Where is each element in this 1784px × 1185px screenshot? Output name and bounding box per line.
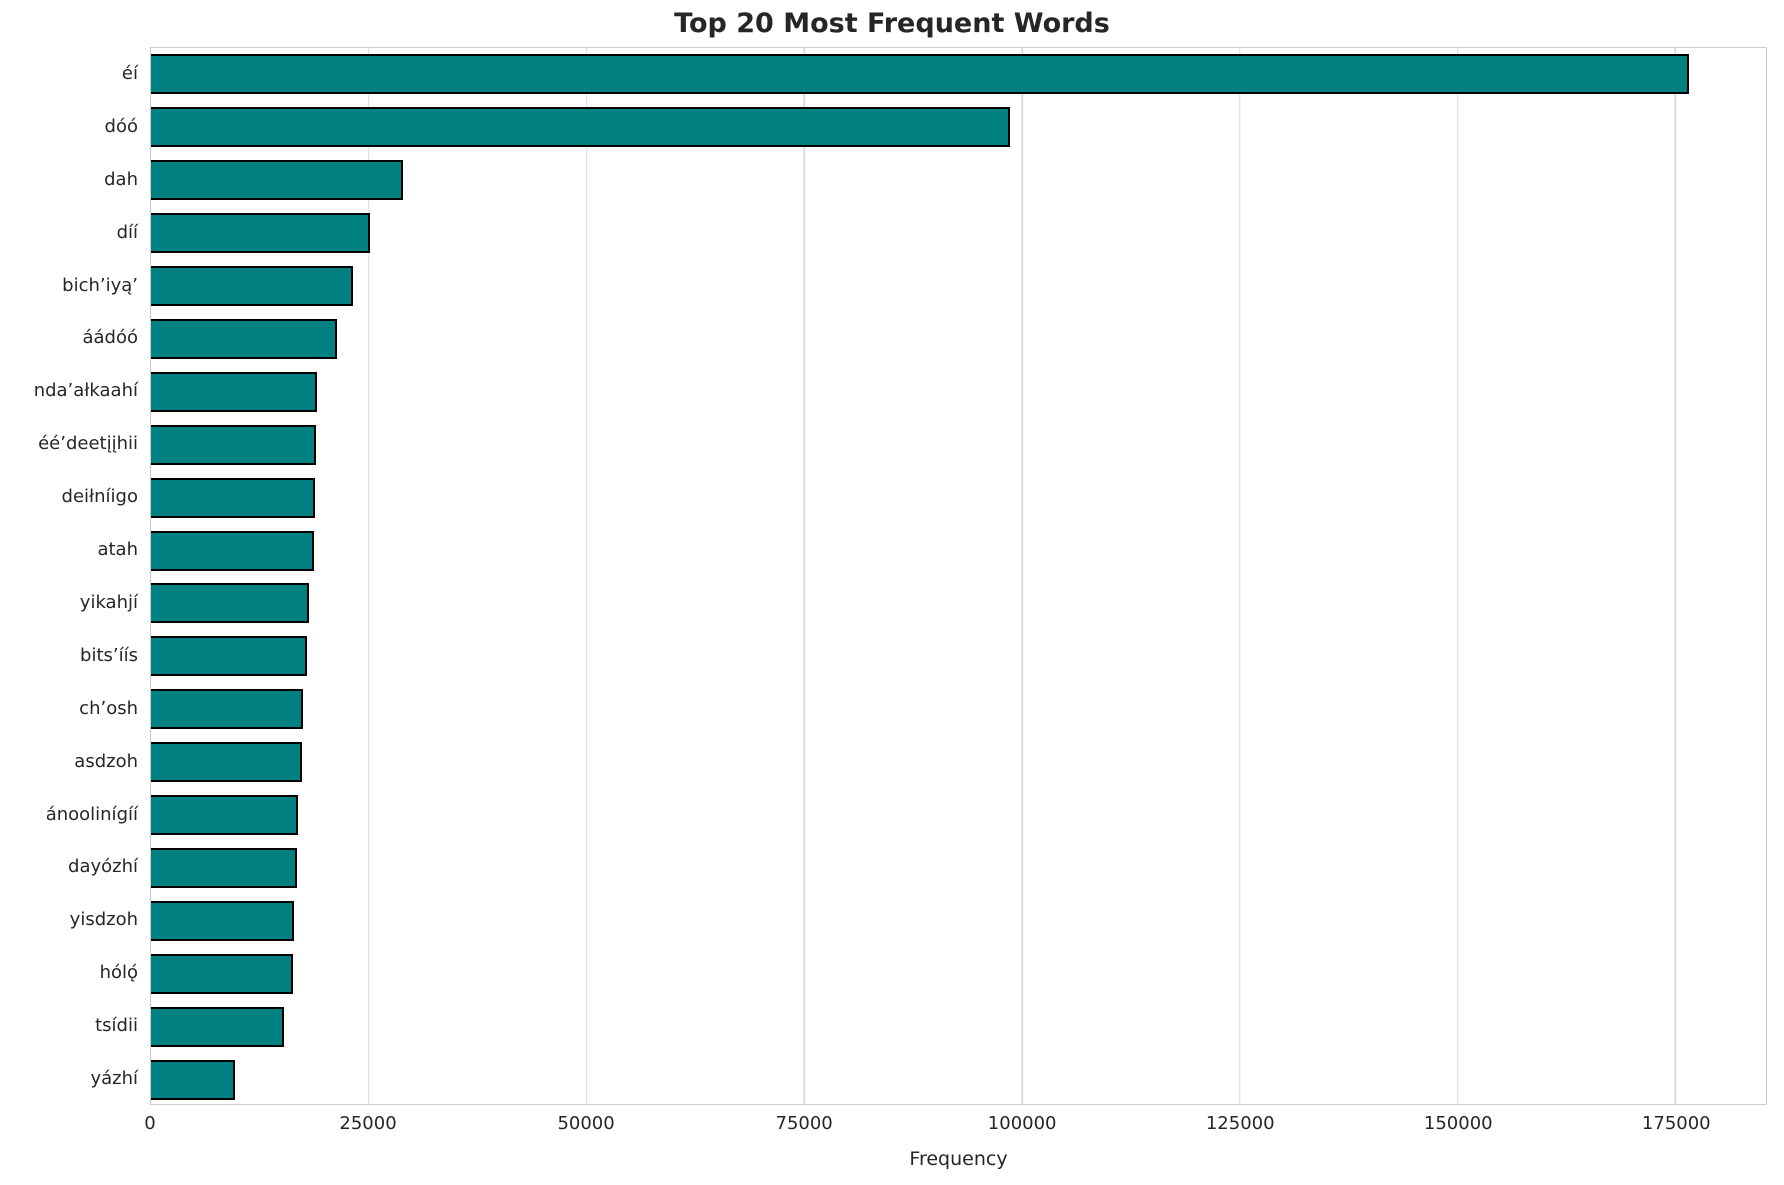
y-tick-label: tsídii (95, 1015, 138, 1037)
bar (151, 1059, 236, 1100)
y-tick-label: díí (116, 221, 138, 243)
gridline (585, 48, 588, 1104)
chart-title: Top 20 Most Frequent Words (674, 8, 1110, 39)
x-tick-label: 25000 (339, 1113, 397, 1134)
y-tick-label: éé’deetįįhii (38, 433, 138, 455)
x-tick-label: 175000 (1641, 1113, 1711, 1134)
gridline (1456, 48, 1459, 1104)
y-tick-label: áádóó (82, 327, 138, 349)
y-tick-label: bich’iyą’ (62, 274, 138, 296)
bar (151, 1006, 285, 1047)
bar (151, 742, 302, 783)
bar (151, 583, 309, 624)
x-tick-label: 0 (144, 1113, 156, 1134)
x-tick-label: 50000 (557, 1113, 615, 1134)
plot-area (150, 47, 1767, 1105)
y-tick-label: ch’osh (79, 697, 138, 719)
x-tick-label: 150000 (1423, 1113, 1493, 1134)
bar (151, 107, 1010, 148)
y-tick-label: yázhí (90, 1068, 138, 1090)
bar (151, 160, 403, 201)
bar (151, 900, 294, 941)
gridline (368, 48, 370, 1104)
bar (151, 795, 299, 836)
bar (151, 636, 307, 677)
bar (151, 266, 354, 307)
y-tick-label: hólǫ́ (99, 962, 138, 984)
y-tick-label: ánoolinígíí (45, 803, 138, 825)
bar (151, 689, 304, 730)
x-tick-label: 75000 (775, 1113, 833, 1134)
gridline (803, 48, 806, 1104)
bar (151, 530, 314, 571)
gridline (1021, 48, 1023, 1104)
y-tick-label: atah (97, 539, 138, 561)
y-tick-label: asdzoh (74, 750, 138, 772)
bar (151, 318, 337, 359)
bar (151, 847, 298, 888)
bar (151, 54, 1690, 95)
bar (151, 371, 317, 412)
bar (151, 953, 293, 994)
x-tick-label: 100000 (987, 1113, 1057, 1134)
bar (151, 424, 316, 465)
x-axis-title: Frequency (909, 1148, 1008, 1170)
y-tick-label: dayózhí (68, 856, 138, 878)
y-tick-label: bits’íís (80, 644, 138, 666)
y-tick-label: dóó (104, 115, 138, 137)
y-tick-label: éí (121, 62, 138, 84)
y-tick-label: deiłníigo (61, 486, 138, 508)
x-axis-ticks: 0 25000 50000 75000 100000 125000 150000 175000 (144, 1113, 1767, 1139)
gridline (1674, 48, 1677, 1104)
bar (151, 477, 316, 518)
y-tick-label: yisdzoh (69, 909, 138, 931)
y-tick-label: nda’ałkaahí (33, 380, 138, 402)
x-tick-label: 125000 (1205, 1113, 1275, 1134)
y-tick-label: dah (104, 168, 138, 190)
bar (151, 213, 370, 254)
y-axis-labels: éí dóó dah díí bich’iyą’ áádóó nda’ałkaahí éé’d… (0, 47, 138, 1105)
y-tick-label: yikahjí (79, 591, 138, 613)
gridline (1239, 48, 1241, 1104)
